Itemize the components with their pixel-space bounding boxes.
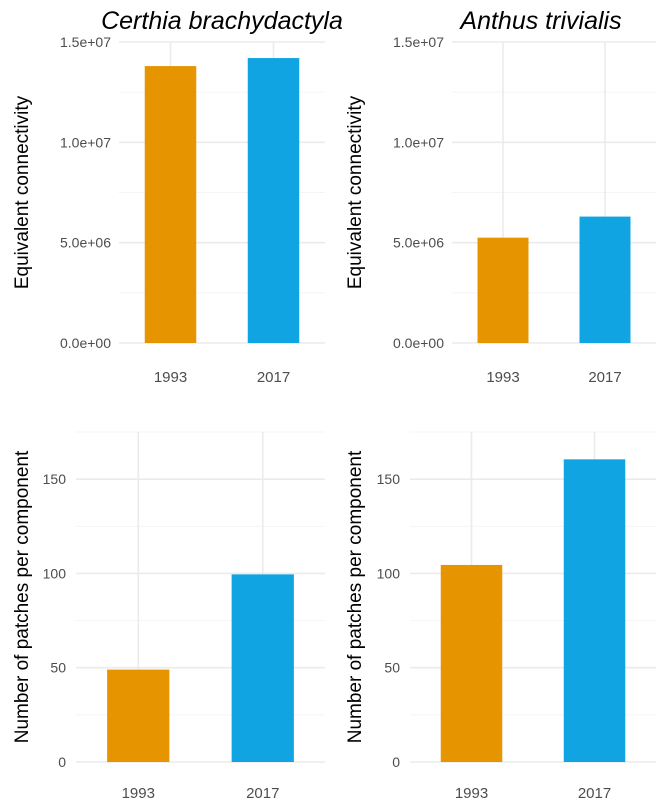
x-tick-label: 2017	[588, 369, 621, 386]
x-tick-label: 2017	[257, 369, 290, 386]
bar-2017	[231, 574, 294, 762]
x-tick-label: 1993	[455, 785, 488, 802]
x-tick-label: 2017	[578, 785, 611, 802]
y-axis-label: Number of patches per component	[12, 450, 33, 743]
y-tick-label: 100	[377, 565, 401, 581]
bar-1993	[440, 564, 503, 762]
panel-title: Anthus trivialis	[458, 7, 621, 35]
x-tick-label: 2017	[246, 785, 279, 802]
y-tick-label: 50	[384, 660, 400, 676]
y-axis-label: Equivalent connectivity	[345, 95, 366, 289]
y-tick-label: 0	[392, 754, 400, 770]
y-tick-label: 1.5e+07	[393, 34, 444, 50]
y-tick-label: 150	[377, 471, 401, 487]
x-tick-label: 1993	[154, 369, 187, 386]
y-tick-label: 0.0e+00	[393, 335, 444, 351]
y-tick-label: 1.0e+07	[393, 134, 444, 150]
bar-2017	[563, 459, 626, 762]
panel-anthus-patches: 0 50 100 150 1993 2017 Number of patches per c…	[345, 431, 656, 802]
y-tick-label: 150	[43, 471, 67, 487]
panel-certhia-connectivity: 0.0e+00 5.0e+06 1.0e+07 1.5e+07 1993 2017 Equi…	[12, 7, 343, 386]
y-tick-label: 1.0e+07	[60, 134, 111, 150]
panel-anthus-connectivity: 0.0e+00 5.0e+06 1.0e+07 1.5e+07 1993 2017 Equi…	[345, 7, 656, 386]
y-axis-label: Number of patches per component	[345, 450, 366, 743]
bar-2017	[579, 216, 631, 343]
y-axis-label: Equivalent connectivity	[12, 95, 33, 289]
y-tick-label: 5.0e+06	[60, 235, 111, 251]
bar-2017	[247, 58, 300, 343]
y-tick-label: 100	[43, 565, 67, 581]
y-tick-label: 0	[58, 754, 66, 770]
panel-title: Certhia brachydactyla	[101, 7, 343, 35]
bar-1993	[144, 66, 197, 343]
y-tick-label: 1.5e+07	[60, 34, 111, 50]
bar-1993	[107, 669, 170, 762]
panel-certhia-patches: 0 50 100 150 1993 2017 Number of patches per c…	[12, 431, 325, 802]
y-tick-label: 50	[50, 660, 66, 676]
y-tick-label: 0.0e+00	[60, 335, 111, 351]
x-tick-label: 1993	[122, 785, 155, 802]
bar-1993	[477, 237, 529, 343]
x-tick-label: 1993	[486, 369, 519, 386]
y-tick-label: 5.0e+06	[393, 235, 444, 251]
